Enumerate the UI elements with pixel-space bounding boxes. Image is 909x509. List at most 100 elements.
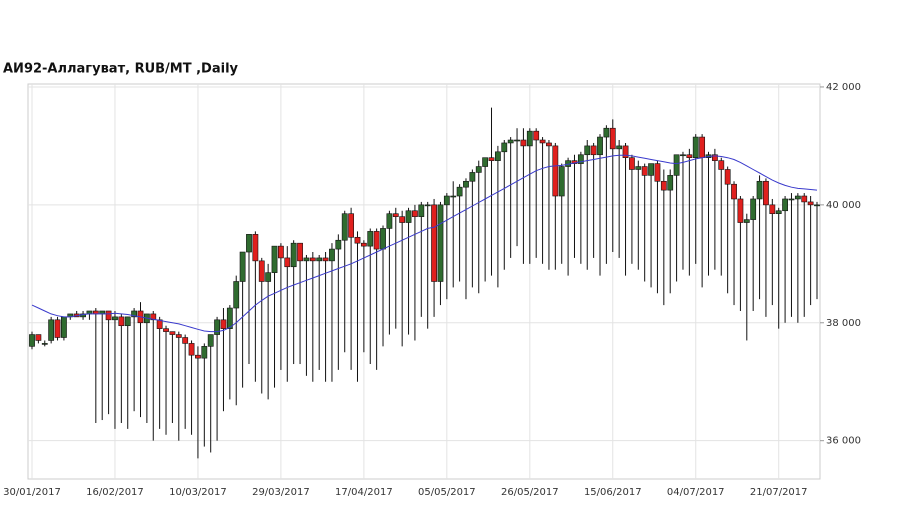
x-tick-label: 05/05/2017 — [418, 487, 476, 498]
candle-body — [597, 136, 603, 156]
chart-title: АИ92-Аллагуват, RUB/MT ,Daily — [3, 62, 239, 77]
candle-body — [507, 139, 514, 144]
candle-body — [303, 257, 310, 262]
candle-body — [616, 145, 623, 150]
candle-body — [341, 213, 348, 241]
candle-body — [603, 127, 610, 138]
candle-body — [814, 204, 820, 207]
candle-body — [201, 346, 208, 359]
candle-body — [731, 183, 737, 200]
candle-body — [246, 234, 252, 253]
x-tick-label: 04/07/2017 — [667, 487, 725, 498]
candle-body — [329, 248, 335, 262]
candle-body — [220, 319, 227, 329]
candle-body — [539, 139, 546, 144]
x-tick-label: 21/07/2017 — [750, 487, 808, 498]
candle-body — [552, 145, 559, 197]
candle-body — [380, 228, 386, 250]
candle-body — [488, 157, 495, 161]
candle-body — [590, 145, 597, 156]
x-tick-label: 15/06/2017 — [584, 487, 642, 498]
candle-body — [418, 204, 425, 217]
candle-body — [750, 198, 757, 220]
y-tick-label: 42 000 — [826, 82, 861, 93]
candle-body — [278, 245, 284, 259]
candle-body — [641, 166, 648, 176]
candle-body — [392, 213, 399, 217]
x-tick-label: 17/04/2017 — [335, 487, 393, 498]
candle-body — [175, 334, 182, 338]
candle-body — [29, 334, 35, 347]
candle-body — [609, 127, 616, 150]
candle-body — [520, 139, 527, 147]
candle-body — [112, 316, 118, 321]
candle-body — [41, 343, 48, 345]
candle-body — [680, 154, 686, 157]
candle-body — [399, 216, 406, 223]
x-tick-label: 10/03/2017 — [169, 487, 227, 498]
candle-body — [584, 145, 591, 156]
candle-body — [501, 142, 508, 153]
candle-body — [316, 257, 323, 262]
candle-body — [558, 166, 565, 197]
candle-body — [354, 236, 361, 244]
candle-body — [494, 151, 501, 161]
candle-body — [629, 157, 635, 170]
candle-body — [188, 343, 195, 356]
candle-body — [794, 195, 801, 200]
candle-body — [699, 136, 706, 158]
candle-body — [788, 198, 795, 201]
candle-body — [514, 139, 520, 142]
candle-body — [226, 307, 233, 329]
candle-body — [214, 319, 220, 335]
x-tick-label: 29/03/2017 — [252, 487, 310, 498]
plot-frame — [27, 83, 821, 480]
candle-body — [207, 334, 214, 347]
candle-body — [686, 154, 693, 158]
candle-body — [360, 242, 367, 247]
candle-body — [526, 130, 533, 147]
candle-body — [271, 245, 278, 273]
candle-body — [769, 204, 776, 215]
candle-body — [373, 231, 380, 250]
candle-body — [475, 166, 482, 173]
candle-body — [169, 331, 176, 335]
candle-body — [335, 239, 342, 250]
candle-body — [290, 242, 297, 268]
candle-body — [450, 195, 457, 198]
candle-body — [367, 231, 374, 247]
candle-body — [124, 316, 131, 327]
y-tick-label: 40 000 — [826, 200, 861, 211]
candle-body — [801, 195, 808, 203]
x-tick-label: 16/02/2017 — [86, 487, 144, 498]
candle-body — [775, 210, 782, 215]
x-tick-label: 30/01/2017 — [3, 487, 61, 498]
candle-body — [258, 260, 265, 282]
candle-body — [660, 180, 667, 191]
candle-body — [533, 130, 540, 141]
candle-body — [182, 337, 189, 344]
moving-average-line — [31, 154, 818, 333]
candle-body — [622, 145, 629, 158]
candle-body — [405, 210, 412, 223]
candle-body — [463, 180, 469, 188]
candle-body — [443, 195, 450, 206]
candle-body — [743, 219, 750, 223]
candle-body — [692, 136, 699, 158]
candle-body — [265, 272, 272, 282]
candle-body — [118, 316, 125, 327]
y-tick-label: 36 000 — [826, 436, 861, 447]
candle-body — [131, 310, 138, 318]
candle-body — [348, 213, 355, 238]
candle-body — [322, 257, 329, 262]
y-tick-label: 38 000 — [826, 318, 861, 329]
candle-body — [412, 210, 418, 217]
candle-body — [635, 166, 642, 170]
candle-body — [431, 204, 437, 282]
x-tick-label: 26/05/2017 — [501, 487, 559, 498]
candle-body — [35, 334, 42, 341]
candle-body — [150, 313, 157, 321]
candle-body — [456, 186, 463, 197]
candle-body — [252, 234, 259, 262]
